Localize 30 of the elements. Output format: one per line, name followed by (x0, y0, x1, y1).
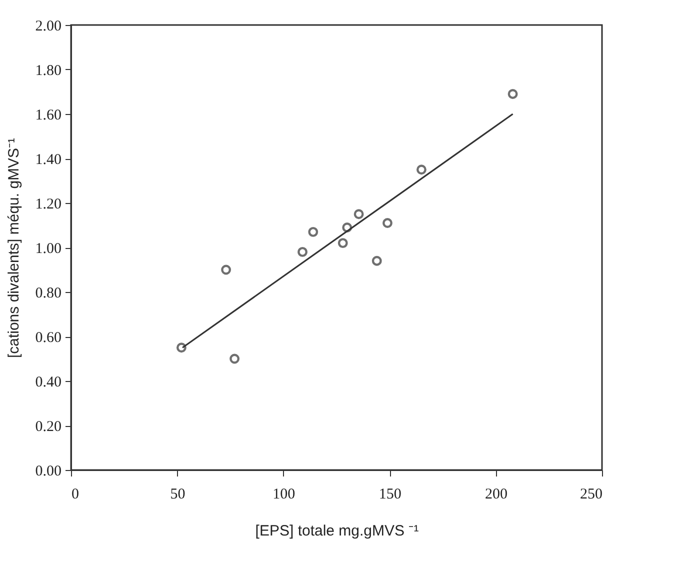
y-tick-label: 1.60 (35, 108, 62, 124)
point (338, 238, 348, 248)
x-tick-label: 0 (72, 486, 79, 502)
y-tick-label: 1.80 (35, 63, 62, 79)
y-tick-label: 0.80 (35, 286, 62, 302)
point (221, 264, 232, 275)
y-tick-label: 1.00 (35, 241, 62, 257)
x-tick-label: 100 (272, 486, 296, 502)
point (416, 164, 426, 175)
y-tick-label: 0.60 (35, 330, 62, 346)
x-tick-label: 150 (378, 486, 402, 502)
x-axis-title: [EPS] totale mg.gMVS ⁻¹ (255, 522, 419, 540)
y-tick-label: 0.40 (35, 374, 62, 390)
point (372, 256, 382, 266)
x-tick-label: 50 (170, 486, 186, 502)
x-tick-label: 250 (580, 486, 602, 502)
y-tick-label: 1.20 (35, 196, 62, 212)
point (298, 246, 308, 257)
point (230, 354, 240, 364)
y-tick-label: 0.00 (35, 464, 62, 480)
point (308, 226, 318, 237)
y-tick-label: 1.40 (35, 152, 62, 168)
point (342, 222, 352, 232)
y-axis-title: [cations divalents] méqu. gMVS⁻¹ (5, 138, 22, 358)
point (354, 209, 364, 220)
y-tick-label: 0.20 (35, 419, 62, 435)
point (508, 89, 518, 99)
point (382, 218, 392, 228)
y-tick-label: 2.00 (35, 18, 62, 34)
x-tick-label: 200 (485, 486, 508, 502)
